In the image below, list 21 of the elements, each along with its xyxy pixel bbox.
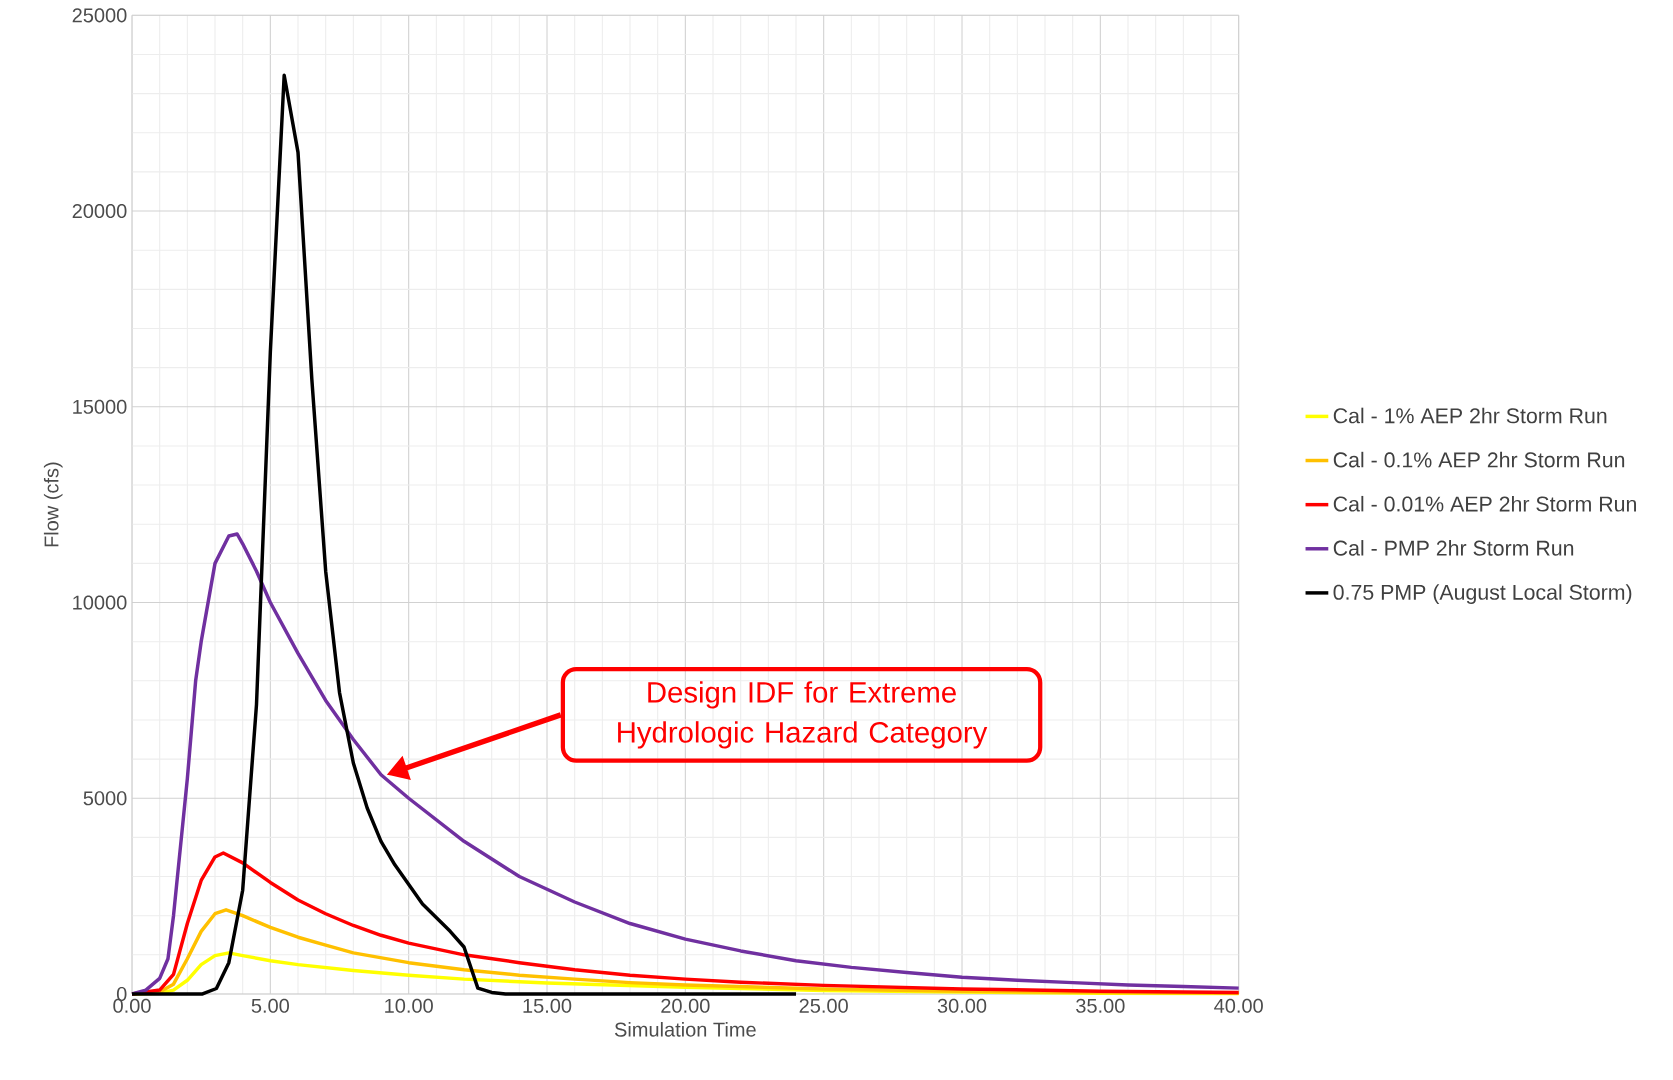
y-tick-label: 10000 <box>73 595 127 610</box>
x-tick-label: 15.00 <box>523 998 572 1013</box>
x-tick-label: 35.00 <box>1076 998 1125 1013</box>
y-axis-title: Flow (cfs) <box>43 462 63 547</box>
legend-label: Cal - 0.01% AEP 2hr Storm Run <box>1333 495 1636 512</box>
x-axis-title: Simulation Time <box>614 1022 756 1037</box>
x-tick-label: 25.00 <box>799 998 848 1013</box>
annotation: Design IDF for Extreme Hydrologic Hazard Category <box>618 681 988 749</box>
x-tick-label: 10.00 <box>385 998 433 1013</box>
legend-label: Cal - 1% AEP 2hr Storm Run <box>1333 407 1607 424</box>
y-tick-label: 15000 <box>73 399 127 414</box>
x-tick-label: 40.00 <box>1214 998 1263 1013</box>
x-tick-label: 5.00 <box>251 998 290 1013</box>
x-tick-label: 20.00 <box>661 998 710 1013</box>
y-tick-label: 20000 <box>72 203 127 219</box>
legend-label: 0.75 PMP (August Local Storm) <box>1333 584 1632 605</box>
legend-label: Cal - PMP 2hr Storm Run <box>1333 540 1574 556</box>
legend-label: Cal - 0.1% AEP 2hr Storm Run <box>1333 451 1625 468</box>
y-tick-label: 25000 <box>72 8 127 23</box>
x-tick-label: 30.00 <box>937 998 987 1013</box>
y-tick-label: 5000 <box>83 791 127 806</box>
